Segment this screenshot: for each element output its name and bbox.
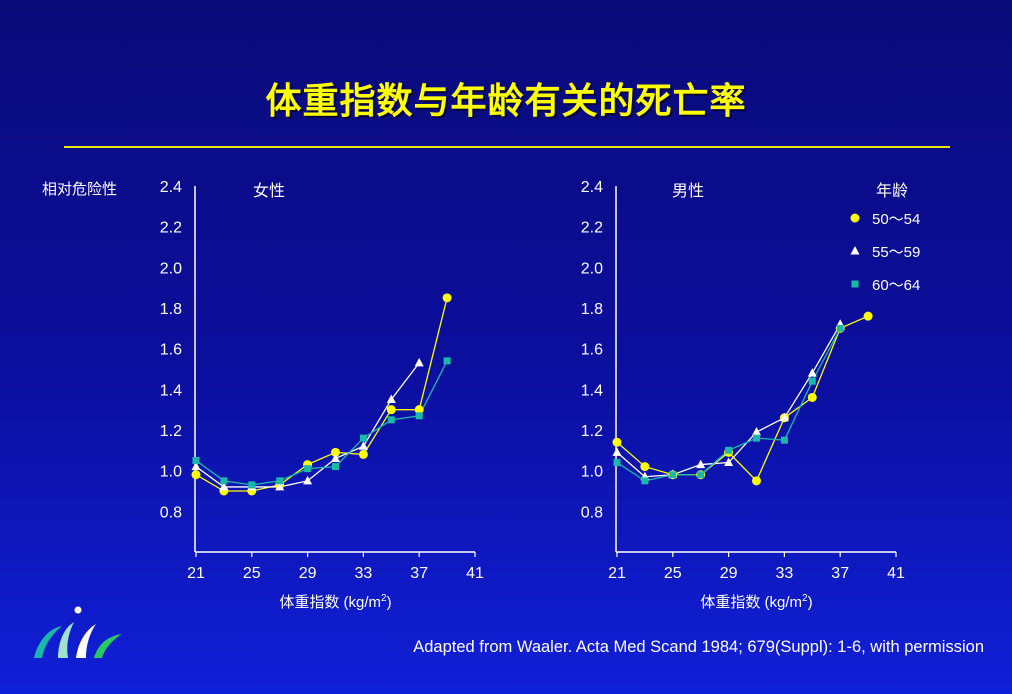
male-series-2-point — [641, 477, 649, 485]
female-series-1-point — [275, 481, 285, 491]
male-series-0-point — [752, 476, 761, 486]
female-x-tick-label: 25 — [243, 565, 261, 582]
male-y-tick-label: 2.4 — [581, 179, 603, 196]
male-x-tick-label: 37 — [831, 565, 849, 582]
title-divider — [64, 146, 950, 148]
legend-title: 年龄 — [876, 182, 908, 200]
male-x-tick-label: 21 — [608, 565, 626, 582]
female-series-1-point — [219, 481, 229, 491]
male-series-1-point — [752, 427, 761, 436]
female-series-1-point — [191, 461, 201, 471]
male-y-tick-label: 0.8 — [581, 504, 603, 521]
female-series-2-point — [415, 412, 423, 420]
male-series-line-0 — [616, 315, 869, 482]
female-y-tick-label: 0.8 — [160, 504, 182, 521]
male-panel-title: 男性 — [672, 182, 704, 200]
female-y-tick-label: 2.4 — [160, 179, 182, 196]
male-series-2-point — [697, 471, 705, 479]
female-series-2-point — [220, 477, 228, 485]
legend-label-0: 50～54 — [872, 211, 920, 228]
male-x-tick-label: 41 — [887, 565, 905, 582]
female-series-0-point — [191, 470, 201, 480]
female-series-0-point — [331, 447, 340, 457]
male-x-tick-label: 29 — [720, 565, 738, 582]
legend-label-1: 55～59 — [872, 244, 920, 261]
source-footnote: Adapted from Waaler. Acta Med Scand 1984… — [413, 638, 984, 656]
female-y-tick-label: 1.2 — [160, 423, 182, 440]
female-series-line-2 — [195, 360, 448, 486]
male-y-tick-label: 1.8 — [581, 301, 603, 318]
male-series-0-point — [807, 392, 817, 402]
female-series-2-point — [248, 481, 256, 489]
female-series-2-point — [359, 434, 367, 442]
female-y-tick-label: 1.8 — [160, 301, 182, 318]
slide-title: 体重指数与年龄有关的死亡率 — [265, 81, 747, 122]
male-series-2-point — [725, 446, 733, 454]
female-x-axis-label: 体重指数 (kg/m2) — [279, 593, 391, 611]
legend-marker-1 — [850, 246, 860, 255]
legend-marker-0 — [850, 213, 860, 223]
female-series-2-point — [387, 416, 395, 424]
female-y-tick-label: 2.2 — [160, 220, 182, 237]
grass-logo-icon — [28, 600, 128, 666]
male-series-1-point — [612, 447, 622, 456]
female-series-0-point — [442, 293, 452, 303]
female-series-line-0 — [195, 297, 448, 492]
female-series-0-point — [386, 405, 396, 415]
male-y-tick-label: 1.2 — [581, 423, 603, 440]
female-x-tick-label: 21 — [187, 565, 205, 582]
male-x-tick-label: 25 — [664, 565, 682, 582]
legend-marker-2 — [851, 280, 859, 288]
male-x-axis-label: 体重指数 (kg/m2) — [700, 593, 812, 611]
male-series-2-point — [836, 324, 844, 332]
male-series-1-point — [779, 412, 789, 422]
female-y-tick-label: 1.4 — [160, 382, 182, 399]
female-series-2-point — [443, 357, 451, 365]
male-x-tick-label: 33 — [776, 565, 794, 582]
female-series-1-point — [386, 394, 396, 403]
female-series-2-point — [276, 477, 284, 485]
female-x-tick-label: 33 — [355, 565, 373, 582]
male-y-tick-label: 2.2 — [581, 220, 603, 237]
female-series-2-point — [192, 457, 200, 464]
male-series-1-point — [696, 459, 706, 469]
female-x-tick-label: 29 — [299, 565, 317, 582]
male-series-0-point — [612, 437, 622, 447]
male-series-2-point — [613, 459, 621, 467]
female-series-2-point — [304, 465, 312, 473]
male-y-tick-label: 1.4 — [581, 382, 603, 399]
y-axis-label: 相对危险性 — [42, 181, 117, 198]
female-series-1-point — [358, 441, 368, 450]
female-y-tick-label: 1.0 — [160, 464, 182, 481]
female-x-tick-label: 37 — [410, 565, 428, 582]
male-y-tick-label: 1.0 — [581, 464, 603, 481]
female-x-tick-label: 41 — [466, 565, 484, 582]
male-series-0-point — [863, 311, 873, 321]
male-series-2-point — [753, 434, 760, 442]
female-y-tick-label: 1.6 — [160, 342, 182, 359]
legend-label-2: 60～64 — [872, 277, 920, 294]
female-series-0-point — [414, 405, 424, 415]
female-series-1-point — [331, 453, 340, 462]
female-series-1-point — [414, 357, 424, 367]
male-series-2-point — [808, 377, 816, 385]
male-series-2-point — [780, 436, 788, 444]
male-series-0-point — [640, 462, 650, 472]
female-series-1-point — [303, 475, 313, 485]
female-series-0-point — [358, 449, 368, 459]
male-series-2-point — [669, 471, 677, 479]
female-series-2-point — [332, 463, 339, 471]
female-y-tick-label: 2.0 — [160, 260, 182, 277]
male-series-1-point — [724, 457, 734, 467]
male-y-tick-label: 1.6 — [581, 342, 603, 359]
male-series-1-point — [807, 368, 817, 377]
male-y-tick-label: 2.0 — [581, 260, 603, 277]
female-panel-title: 女性 — [253, 181, 285, 200]
